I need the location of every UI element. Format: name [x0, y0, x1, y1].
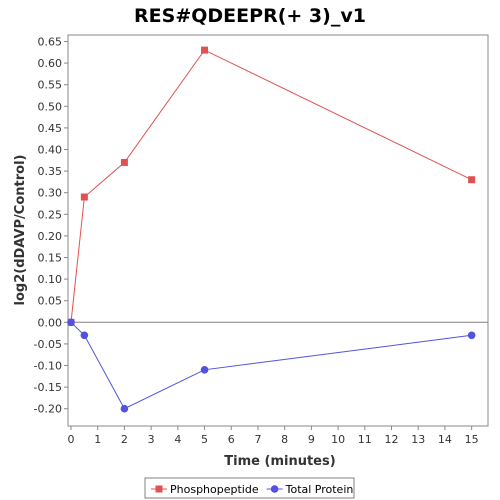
- x-tick-label: 9: [308, 433, 315, 446]
- data-point-total-protein: [200, 366, 209, 374]
- y-tick-label: 0.55: [38, 79, 63, 92]
- legend-item-phosphopeptide: Phosphopeptide: [151, 483, 259, 496]
- x-tick-label: 8: [281, 433, 288, 446]
- y-tick-label: -0.20: [34, 403, 62, 416]
- legend-marker-total-protein: [270, 485, 279, 493]
- legend-label-total-protein: Total Protein: [285, 483, 354, 496]
- y-tick-label: 0.25: [38, 208, 63, 221]
- y-tick-label: 0.05: [38, 295, 63, 308]
- series-layer: [67, 46, 476, 413]
- y-axis: -0.20 -0.15 -0.10 -0.05 0.00 0.05 0.10 0.15 0.20…: [34, 35, 68, 416]
- x-tick-label: 11: [358, 433, 372, 446]
- y-tick-label: 0.15: [38, 252, 63, 265]
- y-tick-label: 0.00: [38, 316, 63, 329]
- x-tick-label: 10: [331, 433, 345, 446]
- y-tick-label: 0.30: [38, 187, 63, 200]
- x-tick-label: 15: [465, 433, 479, 446]
- data-point-total-protein: [67, 318, 75, 327]
- y-tick-label: 0.60: [38, 57, 63, 70]
- data-point-total-protein: [120, 404, 129, 413]
- x-axis: 0 1 2 3 4 5 6 7 8 9 10 11 12 13 14 15: [68, 426, 479, 446]
- y-tick-label: 0.20: [38, 230, 63, 243]
- y-tick-label: -0.15: [34, 381, 62, 394]
- x-tick-label: 1: [94, 433, 101, 446]
- x-tick-label: 2: [121, 433, 128, 446]
- legend-marker-phosphopeptide: [155, 485, 163, 493]
- x-tick-label: 7: [254, 433, 261, 446]
- y-tick-label: -0.05: [34, 338, 62, 351]
- x-tick-label: 4: [174, 433, 181, 446]
- data-point-total-protein: [467, 331, 476, 340]
- x-tick-label: 3: [148, 433, 155, 446]
- y-tick-label: 0.45: [38, 122, 63, 135]
- chart-title: RES#QDEEPR(+ 3)_v1: [134, 5, 366, 27]
- x-tick-label: 14: [438, 433, 452, 446]
- legend-box: [144, 477, 355, 499]
- y-tick-label: 0.65: [38, 35, 63, 48]
- y-tick-label: 0.35: [38, 165, 63, 178]
- data-point-total-protein: [80, 331, 89, 340]
- y-tick-label: 0.10: [38, 273, 63, 286]
- y-tick-label: 0.50: [38, 100, 63, 113]
- x-axis-label: Time (minutes): [224, 454, 335, 469]
- x-tick-label: 12: [385, 433, 399, 446]
- data-point-phosphopeptide: [201, 46, 209, 54]
- legend-item-total-protein: Total Protein: [266, 483, 354, 496]
- legend: Phosphopeptide Total Protein: [144, 477, 355, 499]
- x-tick-label: 0: [68, 433, 75, 446]
- data-point-phosphopeptide: [120, 158, 128, 166]
- legend-label-phosphopeptide: Phosphopeptide: [170, 483, 259, 496]
- plot-area: [67, 34, 489, 427]
- data-point-phosphopeptide: [468, 176, 476, 184]
- x-tick-label: 13: [411, 433, 425, 446]
- y-tick-label: -0.10: [34, 360, 62, 373]
- y-axis-label: log2(dDAVP/Control): [13, 155, 28, 306]
- x-tick-label: 5: [201, 433, 208, 446]
- y-tick-label: 0.40: [38, 143, 63, 156]
- series-total-protein: [67, 318, 476, 413]
- x-tick-label: 6: [228, 433, 235, 446]
- data-point-phosphopeptide: [80, 193, 88, 201]
